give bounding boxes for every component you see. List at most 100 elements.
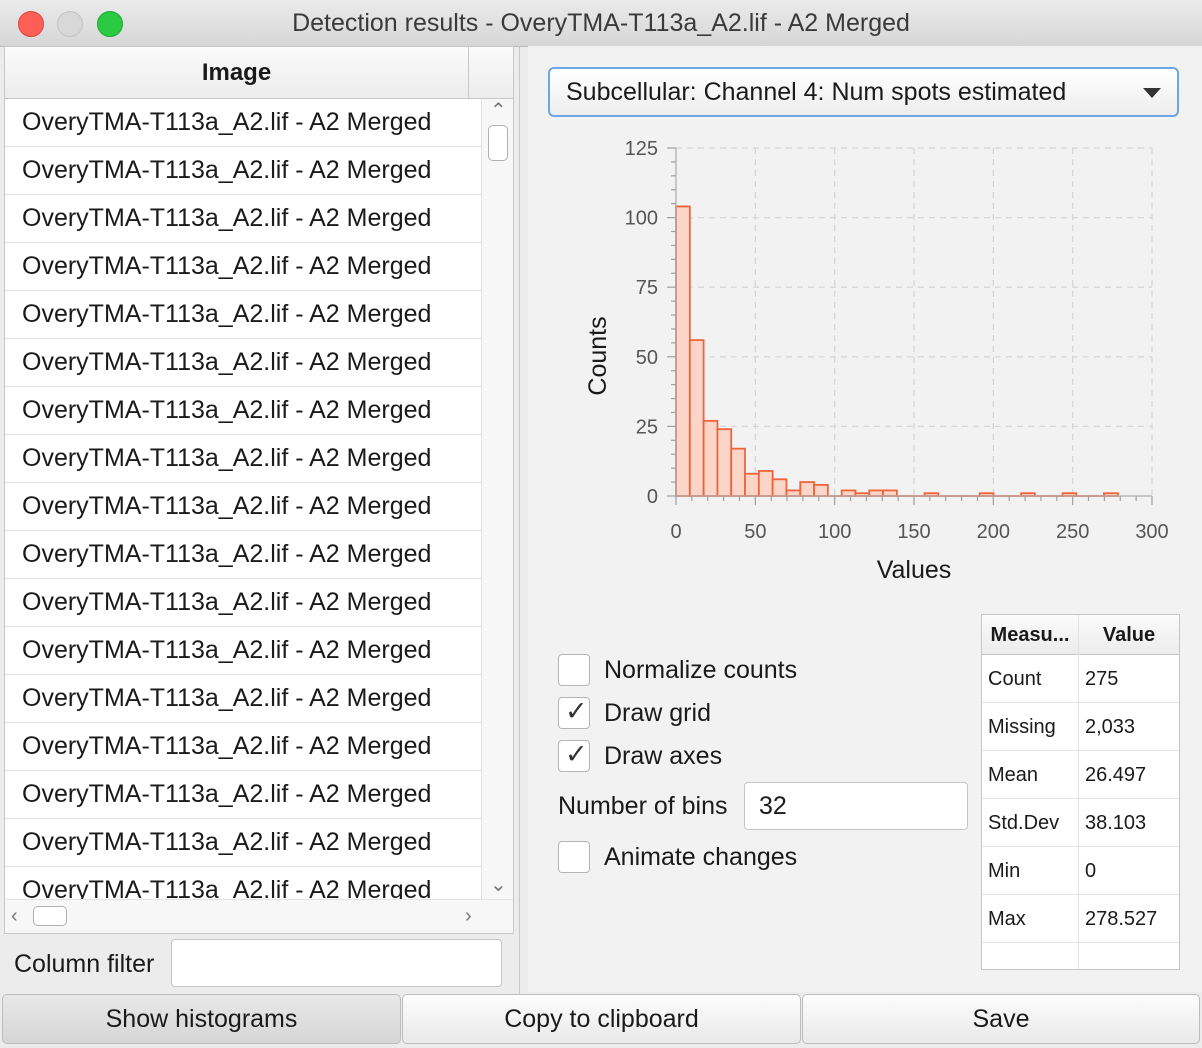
results-table: Image OveryTMA-T113a_A2.lif - A2 Merged …	[4, 46, 514, 934]
stats-column-divider	[1078, 615, 1079, 969]
scroll-right-icon[interactable]: ›	[465, 905, 472, 927]
table-row[interactable]: OveryTMA-T113a_A2.lif - A2 Merged	[5, 867, 481, 899]
stats-key: Min	[988, 860, 1021, 882]
x-tick-label: 300	[1135, 521, 1168, 543]
show-histograms-button[interactable]: Show histograms	[2, 994, 401, 1044]
scroll-down-icon[interactable]: ⌄	[490, 874, 507, 896]
stats-value: 38.103	[1085, 812, 1147, 834]
close-window-button[interactable]	[18, 11, 44, 37]
histogram-bar	[675, 205, 691, 497]
x-tick-label: 50	[744, 521, 766, 543]
y-tick-label: 125	[625, 138, 658, 160]
scroll-up-icon[interactable]: ⌃	[490, 100, 507, 122]
histogram-bar	[757, 470, 774, 497]
minimize-window-button[interactable]	[57, 11, 83, 37]
measurement-select-value: Subcellular: Channel 4: Num spots estima…	[566, 78, 1067, 106]
table-row[interactable]: OveryTMA-T113a_A2.lif - A2 Merged	[5, 147, 481, 195]
column-header-blank[interactable]	[469, 47, 513, 99]
stats-header-measurement[interactable]: Measu...	[982, 615, 1079, 655]
x-tick-label: 200	[977, 521, 1010, 543]
checkmark-icon: ✓	[565, 739, 588, 770]
chart-axes: 0 25 50 75 100 125 0 50 100 150 200 250 300	[625, 138, 1169, 543]
table-row[interactable]: OveryTMA-T113a_A2.lif - A2 Merged	[5, 195, 481, 243]
horizontal-scroll-thumb[interactable]	[33, 906, 67, 926]
stats-key: Missing	[988, 716, 1056, 738]
y-tick-label: 25	[636, 416, 658, 438]
stats-row[interactable]: Max 278.527	[982, 895, 1179, 943]
statistics-table: Measu... Value Count 275 Missing 2,033 M…	[981, 614, 1180, 970]
table-row[interactable]: OveryTMA-T113a_A2.lif - A2 Merged	[5, 723, 481, 771]
histogram-bar	[799, 481, 815, 497]
y-tick-label: 75	[636, 277, 658, 299]
x-tick-label: 250	[1056, 521, 1089, 543]
column-filter-input[interactable]	[171, 939, 502, 987]
table-row[interactable]: OveryTMA-T113a_A2.lif - A2 Merged	[5, 291, 481, 339]
chart-grid	[676, 147, 1153, 496]
draw-axes-checkbox[interactable]: ✓	[558, 739, 590, 772]
y-axis-label: Counts	[584, 316, 612, 395]
vertical-scroll-thumb[interactable]	[488, 125, 508, 161]
stats-key: Max	[988, 908, 1026, 930]
stats-row[interactable]: Std.Dev 38.103	[982, 799, 1179, 847]
table-rows: OveryTMA-T113a_A2.lif - A2 Merged OveryT…	[5, 99, 481, 899]
stats-key: Std.Dev	[988, 812, 1060, 834]
copy-to-clipboard-button[interactable]: Copy to clipboard	[402, 994, 801, 1044]
x-axis-label: Values	[877, 556, 952, 584]
scroll-left-icon[interactable]: ‹	[11, 905, 18, 927]
horizontal-scrollbar[interactable]: ‹ ›	[5, 899, 513, 933]
animate-changes-label: Animate changes	[604, 843, 798, 871]
chevron-down-icon	[1143, 88, 1161, 98]
stats-value: 278.527	[1085, 908, 1158, 930]
checkmark-icon: ✓	[565, 696, 588, 727]
table-row[interactable]: OveryTMA-T113a_A2.lif - A2 Merged	[5, 387, 481, 435]
y-tick-label: 50	[636, 347, 658, 369]
table-row[interactable]: OveryTMA-T113a_A2.lif - A2 Merged	[5, 243, 481, 291]
table-row[interactable]: OveryTMA-T113a_A2.lif - A2 Merged	[5, 819, 481, 867]
x-tick-label: 150	[897, 521, 930, 543]
table-row[interactable]: OveryTMA-T113a_A2.lif - A2 Merged	[5, 483, 481, 531]
table-row[interactable]: OveryTMA-T113a_A2.lif - A2 Merged	[5, 579, 481, 627]
draw-grid-label: Draw grid	[604, 699, 711, 727]
split-pane-divider[interactable]	[519, 46, 520, 994]
measurement-select[interactable]: Subcellular: Channel 4: Num spots estima…	[548, 67, 1179, 117]
stats-header-value[interactable]: Value	[1079, 615, 1179, 655]
stats-value: 26.497	[1085, 764, 1147, 786]
draw-grid-checkbox[interactable]: ✓	[558, 696, 590, 729]
table-row[interactable]: OveryTMA-T113a_A2.lif - A2 Merged	[5, 99, 481, 147]
column-header-image[interactable]: Image	[5, 47, 469, 99]
save-button[interactable]: Save	[802, 994, 1200, 1044]
number-of-bins-input[interactable]	[744, 782, 968, 830]
maximize-window-button[interactable]	[97, 11, 123, 37]
stats-key: Mean	[988, 764, 1039, 786]
stats-row[interactable]: Missing 2,033	[982, 703, 1179, 751]
vertical-scrollbar[interactable]: ⌃ ⌄	[481, 99, 513, 899]
normalize-counts-checkbox[interactable]	[558, 654, 590, 686]
y-tick-label: 100	[625, 208, 658, 230]
title-bar: Detection results - OveryTMA-T113a_A2.li…	[0, 0, 1202, 47]
table-row[interactable]: OveryTMA-T113a_A2.lif - A2 Merged	[5, 675, 481, 723]
x-tick-label: 100	[818, 521, 851, 543]
stats-row[interactable]: Count 275	[982, 655, 1179, 703]
stats-row[interactable]: Min 0	[982, 847, 1179, 895]
table-row[interactable]: OveryTMA-T113a_A2.lif - A2 Merged	[5, 627, 481, 675]
histogram-bar	[771, 478, 788, 497]
table-row[interactable]: OveryTMA-T113a_A2.lif - A2 Merged	[5, 339, 481, 387]
histogram-bar	[702, 419, 719, 497]
number-of-bins-label: Number of bins	[558, 792, 728, 820]
table-row[interactable]: OveryTMA-T113a_A2.lif - A2 Merged	[5, 531, 481, 579]
column-filter-label: Column filter	[14, 950, 155, 978]
table-row[interactable]: OveryTMA-T113a_A2.lif - A2 Merged	[5, 435, 481, 483]
table-row[interactable]: OveryTMA-T113a_A2.lif - A2 Merged	[5, 771, 481, 819]
x-tick-label: 0	[670, 521, 681, 543]
histogram-bar	[785, 489, 802, 497]
histogram-bar	[744, 472, 760, 497]
stats-row[interactable]: Mean 26.497	[982, 751, 1179, 799]
stats-key: Count	[988, 668, 1042, 690]
histogram-bars	[675, 205, 1119, 497]
y-tick-label: 0	[647, 486, 658, 508]
histogram-bar	[688, 339, 705, 497]
stats-value: 2,033	[1085, 716, 1136, 738]
draw-axes-label: Draw axes	[604, 742, 723, 770]
animate-changes-checkbox[interactable]	[558, 841, 590, 873]
histogram-bar	[840, 489, 857, 497]
